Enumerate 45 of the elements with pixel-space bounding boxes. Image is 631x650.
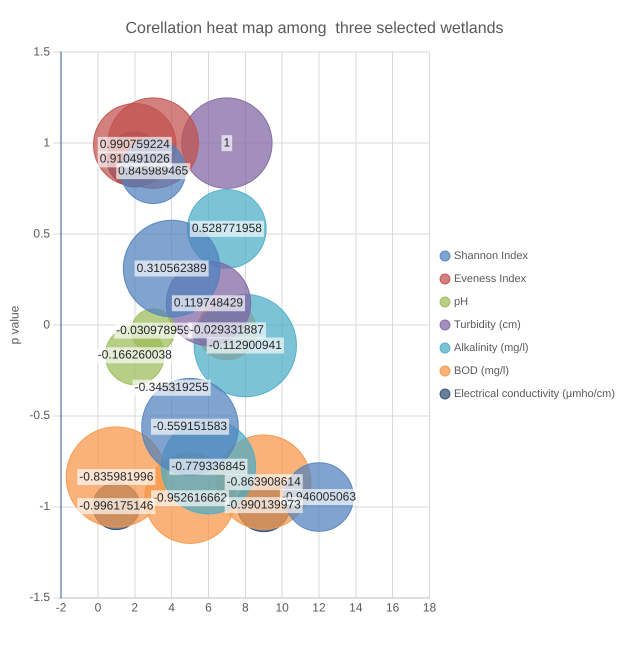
- data-label: -0.029331887: [190, 322, 264, 337]
- y-tick-label: 1.5: [33, 44, 50, 59]
- y-axis-title: p value: [8, 305, 22, 344]
- legend-label: Shannon Index: [454, 250, 529, 262]
- x-tick-label: 8: [242, 600, 249, 614]
- data-label: 0.528771958: [192, 221, 262, 236]
- legend-label: pH: [454, 296, 468, 308]
- data-label: -0.345319255: [134, 380, 209, 394]
- data-label: -0.779336845: [171, 459, 246, 474]
- chart-title: Corellation heat map among three selected wetlands: [126, 20, 504, 38]
- data-label: 0.119748429: [174, 296, 244, 310]
- data-label: 1: [224, 135, 231, 150]
- data-label: 0.910491026: [100, 152, 170, 166]
- data-label: -0.835981996: [79, 469, 154, 484]
- legend-label: BOD (mg/l): [454, 365, 510, 378]
- y-tick-label: 1: [43, 135, 50, 150]
- data-label: -0.559151583: [152, 419, 228, 434]
- y-tick-label: 0.5: [33, 226, 50, 240]
- data-label: -0.996175146: [79, 498, 154, 512]
- x-tick-label: 16: [386, 600, 400, 614]
- legend-label: Eveness Index: [454, 273, 527, 286]
- x-tick-label: 0: [94, 600, 102, 614]
- x-tick-label: 10: [275, 600, 290, 614]
- data-label: -0.166260038: [98, 348, 172, 362]
- x-tick-label: 6: [205, 600, 212, 614]
- data-label: -0.112900941: [208, 338, 282, 352]
- legend-label: Alkalinity (mg/l): [454, 342, 529, 354]
- data-label: 0.990759224: [100, 137, 170, 152]
- x-tick-label: 18: [422, 600, 437, 614]
- x-tick-label: 12: [312, 600, 326, 614]
- data-label: 0.310562389: [136, 260, 207, 275]
- x-tick-label: 14: [349, 600, 363, 614]
- legend-label: Electrical conductivity (µmho/cm): [454, 388, 616, 400]
- legend-label: Turbidity (cm): [454, 319, 521, 332]
- y-tick-label: -0.5: [29, 408, 50, 422]
- x-tick-label: -2: [56, 600, 67, 614]
- data-label: -0.952616662: [152, 490, 228, 505]
- y-tick-label: -1.5: [29, 590, 50, 604]
- y-tick-label: -1: [39, 499, 50, 514]
- y-tick-label: 0: [43, 317, 50, 332]
- x-tick-label: 2: [131, 600, 138, 614]
- data-label: 0.845989465: [118, 163, 189, 178]
- data-label: -0.030978959: [116, 322, 191, 337]
- x-tick-label: 4: [168, 600, 176, 614]
- data-label: -0.863908614: [226, 474, 302, 488]
